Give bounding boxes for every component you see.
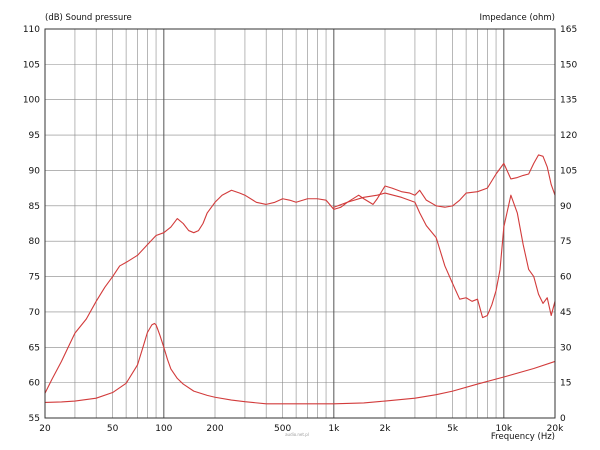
y-right-tick-label: 90 — [560, 202, 572, 212]
y-right-tick-label: 135 — [560, 96, 577, 106]
series-line-0 — [44, 154, 556, 394]
x-tick-label: 50 — [107, 424, 119, 434]
y-left-tick-label: 80 — [29, 237, 41, 247]
y-left-tick-label: 110 — [23, 25, 40, 35]
y-right-tick-label: 75 — [560, 237, 571, 247]
x-tick-label: 20 — [39, 424, 51, 434]
y-right-tick-label: 45 — [560, 308, 571, 318]
y-right-tick-label: 60 — [560, 273, 572, 283]
y-left-tick-label: 85 — [29, 202, 40, 212]
y-left-tick-label: 55 — [29, 414, 40, 424]
x-tick-label: 10k — [495, 424, 512, 434]
series-line-1 — [333, 192, 556, 319]
y-right-tick-label: 0 — [560, 414, 566, 424]
left-axis-title: (dB) Sound pressure — [45, 13, 132, 23]
watermark: audio.net.pl — [285, 432, 309, 437]
plot-frame — [44, 28, 556, 419]
y-left-tick-label: 100 — [23, 96, 40, 106]
y-left-tick-label: 60 — [29, 379, 41, 389]
y-right-tick-label: 30 — [560, 343, 572, 353]
x-tick-label: 500 — [274, 424, 291, 434]
y-left-tick-label: 95 — [29, 131, 40, 141]
y-left-tick-label: 70 — [29, 308, 41, 318]
y-left-tick-label: 105 — [23, 60, 40, 70]
y-right-tick-label: 150 — [560, 60, 577, 70]
x-tick-label: 1k — [328, 424, 340, 434]
right-axis-title: Impedance (ohm) — [479, 13, 555, 23]
curves — [44, 154, 556, 405]
x-tick-label: 20k — [547, 424, 564, 434]
x-tick-label: 200 — [206, 424, 223, 434]
grid-lines — [44, 28, 556, 419]
y-right-tick-label: 120 — [560, 131, 577, 141]
y-right-tick-label: 105 — [560, 166, 577, 176]
x-tick-label: 100 — [155, 424, 172, 434]
y-left-tick-label: 90 — [29, 166, 41, 176]
y-right-tick-label: 165 — [560, 25, 577, 35]
y-right-tick-label: 15 — [560, 379, 571, 389]
x-axis-title: Frequency (Hz) — [491, 432, 555, 442]
y-left-tick-label: 75 — [29, 273, 40, 283]
x-tick-label: 2k — [380, 424, 392, 434]
x-tick-label: 5k — [447, 424, 459, 434]
tick-labels: 55 60 65 70 75 80 85 90 95 100 105 110 0 15 30 45 60 75 90… — [23, 25, 578, 434]
series-line-2 — [44, 322, 556, 405]
y-left-tick-label: 65 — [29, 343, 40, 353]
